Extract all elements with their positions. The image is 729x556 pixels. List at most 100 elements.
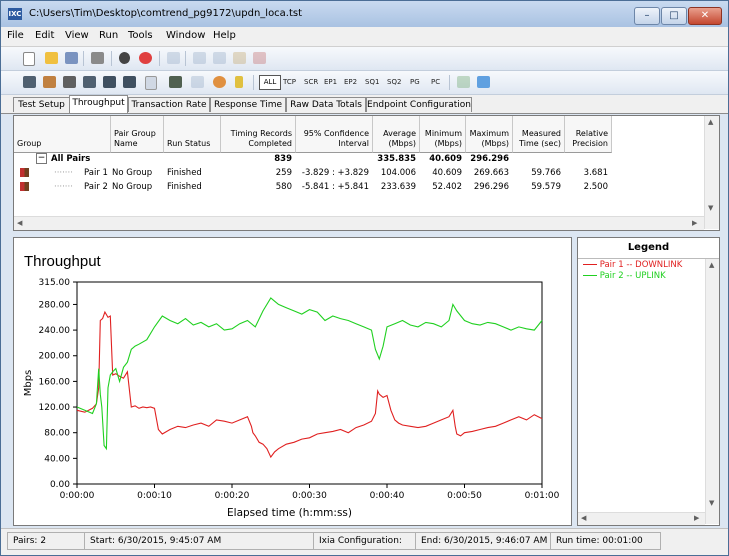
collapse-toggle[interactable]: − (36, 153, 47, 164)
status-ixia: Ixia Configuration: (313, 532, 418, 550)
print-icon[interactable] (91, 52, 104, 64)
y-tick-label: 40.00 (44, 454, 70, 464)
maximize-button[interactable]: □ (661, 7, 687, 25)
tab-raw-data-totals[interactable]: Raw Data Totals (286, 97, 366, 112)
disabled-tool-icon-5[interactable] (253, 52, 266, 64)
pair-status: Finished (167, 182, 202, 192)
col-run-status[interactable]: Run Status (164, 116, 221, 153)
col-pair-group-name[interactable]: Pair Group Name (111, 116, 164, 153)
all-pairs-average: 335.835 (377, 154, 416, 164)
legend-hscrollbar[interactable]: ◀ ▶ (578, 512, 705, 525)
legend-swatch-green (583, 275, 597, 276)
tab-response-time[interactable]: Response Time (210, 97, 286, 112)
filter-ep1-button[interactable]: EP1 (324, 78, 338, 86)
x-tick-label: 0:00:50 (447, 491, 482, 501)
tab-test-setup[interactable]: Test Setup (13, 97, 70, 112)
pair-multicast-icon[interactable] (43, 76, 56, 88)
save-icon[interactable] (65, 52, 78, 64)
window-icon[interactable] (477, 76, 490, 88)
refresh-icon[interactable] (457, 76, 470, 88)
menu-tools[interactable]: Tools (128, 30, 153, 41)
disabled-tool-icon[interactable] (167, 52, 180, 64)
legend-scrollbar[interactable]: ▲ ▼ (705, 259, 719, 524)
scroll-up-icon[interactable]: ▲ (708, 118, 714, 126)
col-timing-records[interactable]: Timing Records Completed (221, 116, 296, 153)
filter-ep2-button[interactable]: EP2 (344, 78, 358, 86)
pair-copy-icon[interactable] (103, 76, 116, 88)
legend-swatch-red (583, 264, 597, 265)
scroll-right-icon[interactable]: ▶ (692, 219, 698, 227)
filter-tcp-button[interactable]: TCP (283, 78, 296, 86)
menu-view[interactable]: View (65, 30, 89, 41)
tab-transaction-rate[interactable]: Transaction Rate (128, 97, 210, 112)
scroll-down-icon[interactable]: ▼ (708, 204, 714, 212)
menu-help[interactable]: Help (213, 30, 236, 41)
legend-scroll-down-icon[interactable]: ▼ (709, 499, 715, 507)
legend-item-pair1[interactable]: Pair 1 -- DOWNLINK (583, 260, 682, 270)
legend-title: Legend (627, 242, 670, 253)
col-average[interactable]: Average (Mbps) (373, 116, 420, 153)
status-pairs: Pairs: 2 (7, 532, 86, 550)
menu-window[interactable]: Window (166, 30, 206, 41)
legend-scroll-left-icon[interactable]: ◀ (581, 514, 587, 522)
new-file-icon[interactable] (23, 52, 35, 66)
table-vertical-scrollbar[interactable]: ▲ ▼ (704, 116, 719, 229)
pair-average: 104.006 (380, 168, 416, 178)
filter-sq1-button[interactable]: SQ1 (365, 78, 380, 86)
filter-all-button[interactable]: ALL (259, 75, 281, 90)
table-horizontal-scrollbar[interactable]: ◀ ▶ (14, 216, 704, 230)
col-relative-precision[interactable]: Relative Precision (565, 116, 612, 153)
legend-scroll-right-icon[interactable]: ▶ (694, 514, 700, 522)
pair-timing: 259 (275, 168, 292, 178)
pair-group-icon[interactable] (123, 76, 136, 88)
disabled-tool-icon-2[interactable] (193, 52, 206, 64)
graph-icon[interactable] (169, 76, 182, 88)
filter-sq2-button[interactable]: SQ2 (387, 78, 402, 86)
menu-edit[interactable]: Edit (35, 30, 55, 41)
pair-average: 233.639 (380, 182, 416, 192)
disabled-tool-icon-3[interactable] (213, 52, 226, 64)
tab-endpoint-configuration[interactable]: Endpoint Configuration (366, 97, 472, 112)
menu-file[interactable]: File (7, 30, 24, 41)
stop-icon[interactable] (139, 52, 152, 64)
legend-item-pair2[interactable]: Pair 2 -- UPLINK (583, 271, 666, 281)
options-icon[interactable] (213, 76, 226, 88)
script-edit-icon[interactable] (145, 76, 157, 90)
status-end: End: 6/30/2015, 9:46:07 AM (415, 532, 552, 550)
status-runtime: Run time: 00:01:00 (550, 532, 661, 550)
filter-scr-button[interactable]: SCR (304, 78, 319, 86)
legend-scroll-up-icon[interactable]: ▲ (709, 261, 715, 269)
pair-precision: 3.681 (583, 168, 608, 178)
pair-group: No Group (112, 182, 153, 192)
pair-icon (20, 182, 29, 191)
col-maximum[interactable]: Maximum (Mbps) (466, 116, 513, 153)
tab-throughput[interactable]: Throughput (69, 95, 128, 113)
pair-minimum: 52.402 (432, 182, 462, 192)
col-group[interactable]: Group (14, 116, 111, 153)
pair-add-icon[interactable] (23, 76, 36, 88)
pair-edit-icon[interactable] (63, 76, 76, 88)
all-pairs-timing: 839 (274, 154, 292, 164)
minimize-button[interactable]: – (634, 7, 660, 25)
disabled-graph-icon[interactable] (191, 76, 204, 88)
title-bar: IXC C:\Users\Tim\Desktop\comtrend_pg9172… (1, 1, 728, 27)
open-folder-icon[interactable] (45, 52, 58, 64)
col-minimum[interactable]: Minimum (Mbps) (420, 116, 466, 153)
pair-link-icon[interactable] (83, 76, 96, 88)
x-tick-label: 0:00:40 (370, 491, 405, 501)
pair-timing: 580 (275, 182, 292, 192)
run-icon[interactable] (119, 52, 130, 64)
filter-pg-button[interactable]: PG (410, 78, 420, 86)
filter-pc-button[interactable]: PC (431, 78, 441, 86)
close-button[interactable]: ✕ (688, 7, 722, 25)
scroll-left-icon[interactable]: ◀ (17, 219, 23, 227)
disabled-tool-icon-4[interactable] (233, 52, 246, 64)
maximize-icon: □ (669, 10, 679, 21)
menu-run[interactable]: Run (99, 30, 119, 41)
app-icon: IXC (8, 8, 22, 20)
col-measured-time[interactable]: Measured Time (sec) (513, 116, 565, 153)
col-confidence-interval[interactable]: 95% Confidence Interval (296, 116, 373, 153)
x-tick-label: 0:00:10 (137, 491, 172, 501)
lightbulb-icon[interactable] (235, 76, 243, 88)
